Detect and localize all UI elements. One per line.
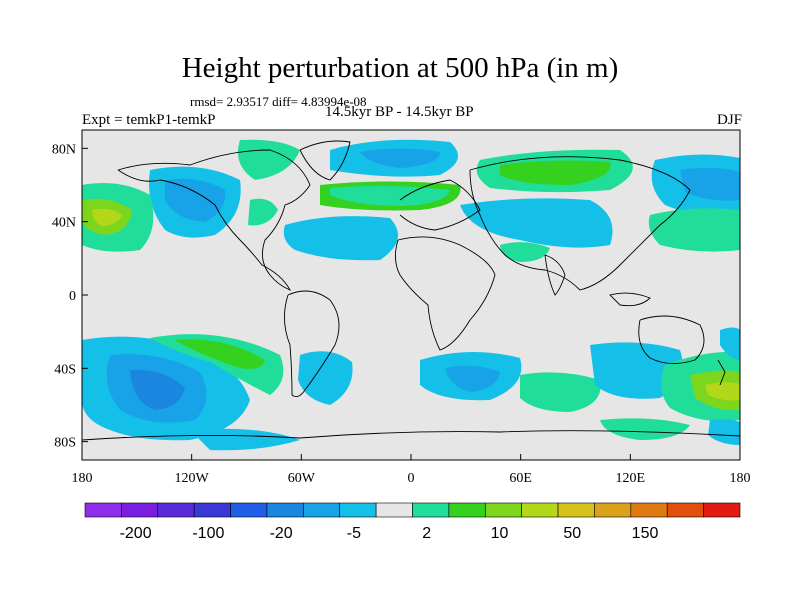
colorbar-swatch [703,502,741,518]
field-region [460,198,613,248]
colorbar-swatch [484,502,522,518]
colorbar-swatch [121,502,159,518]
x-tick-label: 0 [408,471,415,486]
field-region [175,339,265,369]
colorbar-swatch [84,502,122,518]
colorbar-label: 2 [422,525,431,542]
field-region [590,342,683,399]
colorbar-label: 150 [632,525,659,542]
period-label: 14.5kyr BP - 14.5kyr BP [325,104,474,120]
colorbar-label: -20 [270,525,293,542]
field-region [600,418,690,440]
x-tick-label: 180 [72,471,93,486]
colorbar-label: 10 [491,525,509,542]
x-tick-label: 60W [288,471,316,486]
x-tick-label: 120E [616,471,646,486]
colorbar-label: -100 [192,525,224,542]
axis-ticks: 180 120W 60W 0 60E 120E 180 80N 40N 0 40S 80S [52,142,751,486]
y-tick-label: 80N [52,142,76,157]
field-region [500,160,611,185]
y-tick-label: 40N [52,216,76,231]
stats-text: rmsd= 2.93517 diff= 4.83994e-08 [190,94,367,109]
field-region [248,198,278,226]
colorbar-swatch [448,502,486,518]
y-tick-label: 80S [54,436,76,451]
colorbar-label: -5 [347,525,361,542]
field-region [165,178,226,222]
colorbar-swatch [230,502,268,518]
field-region [283,216,398,261]
coastline-australia [638,315,705,364]
field-region [92,208,122,226]
field-region [720,327,740,360]
y-tick-label: 0 [69,289,76,304]
field-region [360,148,440,168]
field-region [150,334,284,395]
coastline-south-america [284,290,340,398]
coastlines [82,140,740,441]
colorbar-swatch [266,502,304,518]
coastline-africa [395,236,496,351]
height-field [82,139,740,451]
colorbar-label: -200 [120,525,152,542]
coastline-europe [399,179,481,231]
field-region [705,382,740,401]
coastline-antarctica [82,430,740,441]
coastline-asia [469,156,691,291]
colorbar-label: 50 [563,525,581,542]
colorbar-swatch [594,502,632,518]
x-tick-label: 60E [509,471,532,486]
x-tick-label: 180 [730,471,751,486]
field-region [330,185,450,206]
colorbar-swatch [666,502,704,518]
field-region [445,365,500,392]
field-region [298,351,353,405]
x-tick-label: 120W [175,471,210,486]
season-label: DJF [716,112,742,128]
field-region [130,369,185,410]
colorbar-swatch [557,502,595,518]
coastline-greenland [299,140,351,181]
coastline-indonesia [609,292,651,307]
coastline-north-america [117,149,311,291]
colorbar-swatch [193,502,231,518]
map-title: Height perturbation at 500 hPa (in m) [181,52,619,84]
colorbar-swatch [630,502,668,518]
coastline-india [544,254,566,296]
colorbar-swatch [339,502,377,518]
field-region [237,139,300,180]
field-region [520,372,601,412]
colorbar-swatch [303,502,341,518]
experiment-label: Expt = temkP1-temkP [82,112,216,128]
coastline-new-zealand [717,359,726,386]
colorbar-swatch [412,502,450,518]
y-tick-label: 40S [54,362,76,377]
field-region [500,242,550,262]
field-region [648,208,740,252]
colorbar: -200 -100 -20 -5 2 10 50 150 [84,502,741,542]
field-region [190,428,300,451]
colorbar-swatch [157,502,195,518]
colorbar-swatch [521,502,559,518]
field-region [708,419,740,445]
field-region [680,167,740,201]
colorbar-swatch [375,502,413,518]
